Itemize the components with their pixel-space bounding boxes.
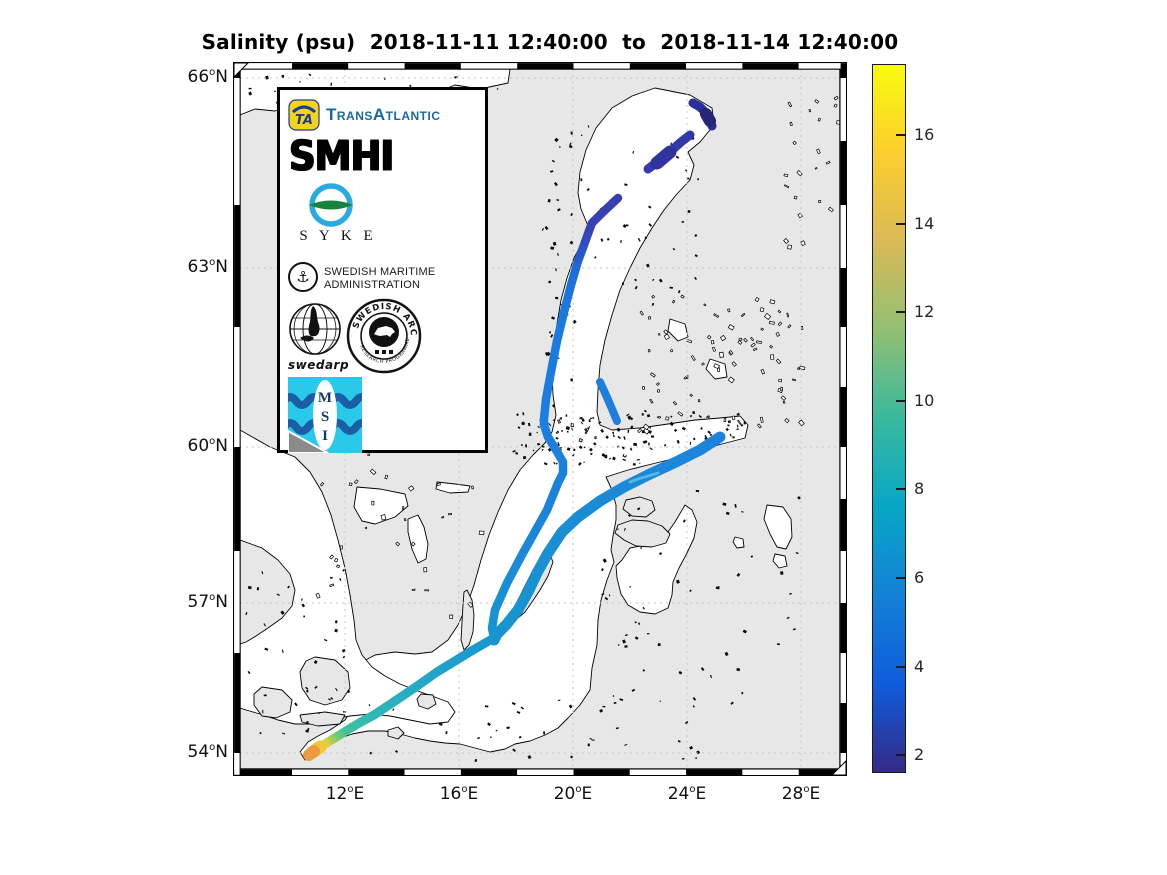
colorbar xyxy=(872,64,906,773)
sma-line2: ADMINISTRATION xyxy=(324,278,421,291)
map-border xyxy=(233,62,847,776)
finnish-lake-1 xyxy=(667,318,689,342)
lon-tick-label-20E: 20oE xyxy=(553,784,593,804)
colorbar-tick-14 xyxy=(896,222,906,225)
ruegen xyxy=(387,726,405,740)
msi-letter-i: I xyxy=(322,428,328,444)
zealand xyxy=(299,656,351,706)
lon-tick-label-12E: 12oE xyxy=(325,784,365,804)
ship-track-layer xyxy=(303,98,726,761)
lake-malaren xyxy=(435,481,471,494)
colorbar-tick-10 xyxy=(896,399,906,402)
hiiumaa xyxy=(622,496,656,518)
lat-tick-label-66N: 66oN xyxy=(187,67,228,87)
archipelago-speckles xyxy=(245,73,840,763)
msi-letter-m: M xyxy=(318,390,332,406)
track-gulf-of-finland-streak xyxy=(628,471,660,484)
lake-vattern xyxy=(407,514,429,564)
colorbar-label-6: 6 xyxy=(914,568,925,588)
swedarp-wordmark: swedarp xyxy=(288,358,350,372)
track-bothnian-sea-leg xyxy=(487,420,568,643)
syke-wordmark: S Y K E xyxy=(299,228,377,244)
lake-vanern xyxy=(353,486,409,525)
track-gulf-of-finland-leg xyxy=(488,431,726,646)
colorbar-tick-6 xyxy=(896,577,906,580)
track-kemi-segment-core xyxy=(700,108,716,127)
swedarp-icon xyxy=(289,303,341,355)
sma-wordmark: SWEDISH MARITIME ADMINISTRATION xyxy=(324,266,435,292)
transatlantic-monogram: TA xyxy=(295,113,313,128)
logo-panel: TA TransAtlantic SMHI S Y K E ⚓ SWEDISH … xyxy=(277,87,488,453)
colorbar-label-14: 14 xyxy=(914,213,935,233)
jutland xyxy=(240,539,296,645)
fyn xyxy=(253,686,293,719)
msi-letter-s: S xyxy=(321,409,329,425)
finnish-lake-2 xyxy=(705,358,728,380)
bornholm xyxy=(416,693,437,710)
lake-peipus xyxy=(763,504,793,550)
lake-vortsjarv xyxy=(732,536,745,549)
track-travemuende-tip xyxy=(303,745,320,761)
transatlantic-wordmark: TransAtlantic xyxy=(326,105,441,124)
saaremaa xyxy=(614,519,671,548)
colorbar-tick-12 xyxy=(896,311,906,314)
lat-tick-label-63N: 63oN xyxy=(187,257,228,277)
sma-anchor-icon: ⚓ xyxy=(288,262,318,292)
colorbar-label-16: 16 xyxy=(914,124,935,144)
antarctica-shape xyxy=(300,335,314,342)
island-layer xyxy=(240,496,671,740)
swedish-arctic-icon: SWEDISH ARCTIC RESEARCH PROGRAMME xyxy=(346,298,422,374)
sma-line1: SWEDISH MARITIME xyxy=(324,266,436,278)
colorbar-tick-8 xyxy=(896,488,906,491)
colorbar-tick-4 xyxy=(896,665,906,668)
transatlantic-icon: TA xyxy=(288,99,320,131)
track-archipelago-leg xyxy=(596,378,621,425)
lon-tick-label-16E: 16oE xyxy=(439,784,479,804)
colorbar-label-4: 4 xyxy=(914,656,925,676)
lolland xyxy=(299,711,346,727)
lat-tick-label-57N: 57oN xyxy=(187,592,228,612)
syke-icon xyxy=(309,183,353,227)
figure-title: Salinity (psu) 2018-11-11 12:40:00 to 20… xyxy=(201,30,899,54)
colorbar-label-10: 10 xyxy=(914,390,935,410)
msi-icon: M S I xyxy=(288,377,362,453)
colorbar-tick-2 xyxy=(896,754,906,757)
colorbar-label-2: 2 xyxy=(914,745,925,765)
penguin-silhouette xyxy=(308,306,320,337)
polar-bear xyxy=(374,326,395,337)
lon-tick-label-28E: 28oE xyxy=(781,784,821,804)
lake-pihkva xyxy=(772,553,788,569)
track-oulu-segment-core xyxy=(650,145,677,170)
track-bothnian-bay-leg xyxy=(539,193,623,430)
lat-tick-label-54N: 54oN xyxy=(187,742,228,762)
colorbar-tick-16 xyxy=(896,133,906,136)
colorbar-label-12: 12 xyxy=(914,302,935,322)
smhi-logo: SMHI xyxy=(289,132,394,180)
lon-tick-label-24E: 24oE xyxy=(667,784,707,804)
colorbar-label-8: 8 xyxy=(914,479,925,499)
lat-tick-label-60N: 60oN xyxy=(187,436,228,456)
